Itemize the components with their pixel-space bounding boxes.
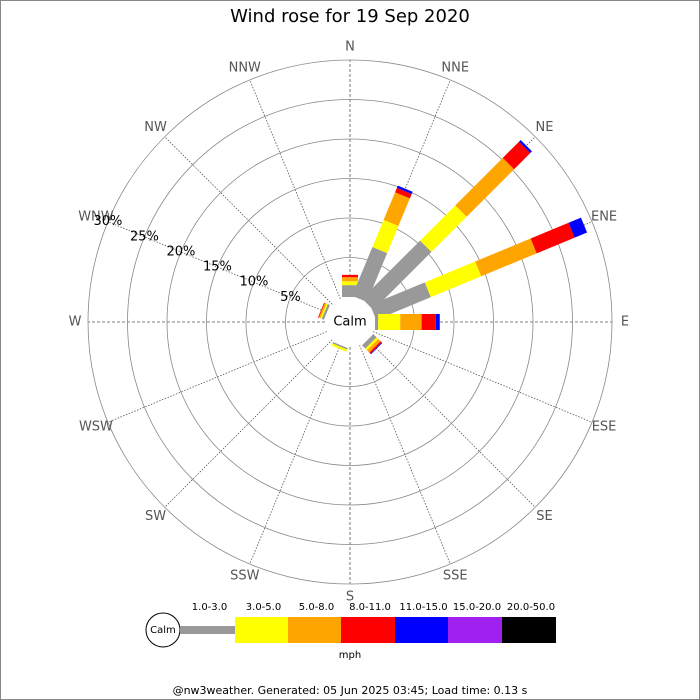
bar-segment	[400, 314, 422, 330]
bar-segment	[352, 246, 388, 302]
direction-label: SSW	[230, 569, 260, 584]
legend-swatch	[448, 617, 502, 643]
bar-segment	[455, 157, 515, 217]
grid-ring	[87, 59, 613, 585]
bar-segment	[424, 261, 482, 298]
bar-segment	[342, 277, 358, 282]
bar-segment	[502, 141, 531, 170]
bar-segment	[530, 222, 575, 254]
bar-segment	[318, 302, 327, 319]
bar-segment	[367, 339, 381, 353]
legend-label: 1.0-3.0	[192, 602, 227, 613]
bar-segment	[372, 219, 399, 254]
legend-label: 3.0-5.0	[246, 602, 281, 613]
bar-segment	[370, 342, 383, 355]
legend-swatch	[180, 626, 235, 634]
direction-label: WNW	[78, 209, 114, 224]
bar-segment	[378, 314, 401, 330]
direction-label: SSE	[443, 569, 468, 584]
legend-swatch	[395, 617, 448, 643]
bar-segment	[342, 285, 358, 297]
bar-segment	[568, 217, 588, 238]
ring-label: 20%	[166, 244, 195, 259]
bar-segment	[396, 185, 413, 194]
direction-label: NE	[535, 120, 553, 135]
legend-label: 5.0-8.0	[299, 602, 334, 613]
legend-swatch	[288, 617, 341, 643]
direction-label: NW	[144, 120, 167, 135]
ring-label: 5%	[280, 290, 301, 305]
direction-label: SE	[536, 509, 552, 524]
direction-label: ENE	[591, 209, 617, 224]
direction-label: E	[621, 315, 629, 330]
bar-segment	[321, 304, 330, 320]
bar-segment	[420, 205, 467, 252]
footer: @nw3weather. Generated: 05 Jun 2025 03:4…	[173, 684, 528, 697]
direction-label: NNW	[229, 60, 261, 75]
bar-segment	[318, 302, 325, 318]
bar-segment	[369, 341, 382, 354]
bar-segment	[362, 240, 432, 310]
direction-label: SW	[145, 509, 166, 524]
chart-title: Wind rose for 19 Sep 2020	[230, 6, 470, 27]
ring-label: 30%	[93, 214, 122, 229]
legend-swatch	[341, 617, 395, 643]
direction-label: W	[69, 315, 82, 330]
legend-label: 11.0-15.0	[399, 602, 447, 613]
bar-segment	[365, 337, 379, 351]
bar-segment	[342, 274, 358, 278]
direction-label: NNE	[441, 60, 469, 75]
legend-swatch	[502, 617, 556, 643]
bar-segment	[320, 303, 328, 319]
bar-segment	[370, 282, 431, 320]
direction-label: ESE	[592, 420, 617, 435]
direction-label: S	[346, 590, 354, 605]
bar-segment	[331, 343, 348, 352]
bar-segment	[332, 342, 348, 350]
grid-ring	[245, 217, 455, 427]
ring-label: 25%	[130, 229, 159, 244]
bar-segment	[395, 187, 412, 199]
direction-label: WSW	[79, 420, 113, 435]
legend-unit: mph	[339, 650, 361, 661]
ring-label: 15%	[203, 260, 232, 275]
bar-segment	[435, 314, 440, 330]
legend-label: 8.0-11.0	[349, 602, 391, 613]
legend-swatch	[235, 617, 288, 643]
bar-segment	[383, 192, 410, 227]
ring-label: 10%	[239, 275, 268, 290]
legend-label: 20.0-50.0	[507, 602, 555, 613]
grid-ring	[127, 99, 573, 545]
bar-segment	[475, 238, 537, 277]
legend-calm-label: Calm	[150, 625, 176, 636]
grid-ring	[206, 178, 494, 466]
bar-segment	[518, 140, 532, 154]
grid-ring	[166, 138, 534, 506]
bar-segment	[342, 281, 358, 286]
direction-label: N	[345, 40, 355, 55]
legend-label: 15.0-20.0	[453, 602, 501, 613]
bar-segment	[374, 314, 379, 330]
calm-label: Calm	[333, 315, 366, 330]
bar-segment	[421, 314, 436, 330]
calm-circle	[325, 297, 375, 347]
bar-segment	[362, 334, 377, 349]
